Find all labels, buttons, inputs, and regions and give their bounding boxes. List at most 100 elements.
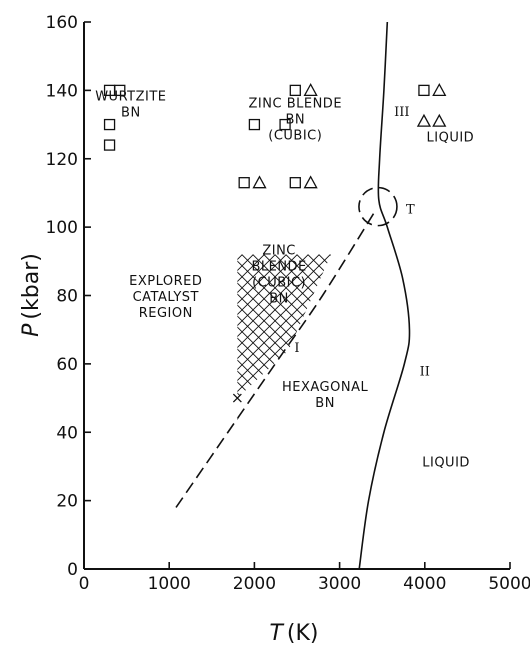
triangle-marker [303, 83, 318, 97]
hatch-line [315, 254, 332, 399]
hatch-line [282, 254, 332, 399]
triangle-marker [416, 113, 432, 127]
curve-label: III [394, 105, 409, 120]
hatch-line [304, 254, 332, 399]
hatch-line [470, 174, 530, 478]
hatch-line [271, 254, 332, 399]
x-tick-label: 5000 [488, 574, 530, 594]
hatch-line [237, 254, 332, 399]
square-marker [238, 177, 250, 189]
hatch-line [237, 254, 332, 399]
region-label-line: CATALYST [133, 290, 199, 305]
hatch-line [326, 254, 332, 399]
hatch-line [426, 174, 530, 478]
solid-boundary-curve [358, 22, 411, 569]
region-label: HEXAGONAL BN [282, 380, 368, 411]
hatch-line [237, 254, 332, 399]
hatch-line [448, 174, 530, 478]
square-marker [289, 84, 301, 97]
triangle-marker [432, 83, 447, 97]
x-axis-label: T (K) [269, 621, 318, 646]
x-marker [232, 393, 242, 403]
hatch-line [237, 254, 332, 399]
hatch-line [315, 254, 332, 399]
dashed-boundary-curve [175, 213, 375, 508]
hatch-line [459, 174, 530, 478]
hatch-line [437, 174, 530, 478]
hatch-line [437, 174, 530, 478]
hatch-line [237, 254, 332, 399]
region-label: EXPLORED CATALYST REGION [129, 274, 202, 321]
data-markers [103, 83, 447, 403]
hatch-line [237, 254, 332, 399]
triangle-marker [303, 175, 318, 189]
hatch-line [237, 254, 332, 399]
y-tick-label: 40 [56, 423, 78, 443]
hatch-line [503, 174, 530, 478]
cubic-hatch-region [237, 174, 530, 478]
hatch-line [415, 174, 530, 478]
y-axis-symbol: P [19, 323, 44, 337]
square-marker [289, 177, 301, 189]
hatch-line [237, 254, 332, 399]
phase-boundaries [175, 22, 411, 569]
region-label: LIQUID [422, 455, 470, 470]
hatch-line [481, 174, 530, 478]
y-tick-label: 140 [46, 81, 78, 101]
triple-point-label: T [406, 203, 415, 218]
hatch-line [271, 254, 332, 399]
hatch-line [415, 174, 530, 478]
hatch-line [393, 174, 530, 478]
region-label: WURTZITE BN [95, 90, 166, 121]
region-label-line: WURTZITE [95, 90, 166, 105]
region-label-line: HEXAGONAL [282, 380, 368, 395]
x-tick-label: 3000 [318, 574, 361, 594]
square-marker [279, 118, 291, 131]
hatch-line [382, 174, 530, 478]
hatch-line [304, 254, 332, 399]
region-label-line: BN [285, 112, 305, 127]
x-tick-label: 0 [79, 574, 90, 594]
region-label-line: REGION [139, 306, 193, 321]
x-axis-symbol: T [269, 621, 284, 646]
hatch-line [371, 174, 530, 478]
hatch-line [237, 254, 332, 399]
hatch-line [237, 254, 332, 399]
hatch-line [237, 254, 332, 399]
region-label-line: ZINC [262, 243, 296, 258]
hatch-line [349, 174, 530, 478]
square-marker [114, 84, 126, 97]
region-label-line: EXPLORED [129, 274, 202, 289]
hatch-line [470, 174, 530, 478]
hatch-line [382, 174, 530, 478]
square-marker [418, 84, 430, 97]
triple-point-circle [358, 186, 398, 227]
x-tick-label: 1000 [148, 574, 191, 594]
x-tick-label: 4000 [403, 574, 446, 594]
y-tick-label: 20 [56, 492, 78, 512]
region-labels: T WURTZITE BN ZINC BLENDE BN (CUBIC) LIQUID ZIN… [95, 90, 475, 471]
hatch-line [237, 254, 332, 399]
curve-label: I [294, 341, 299, 356]
ticks: 0 1000 2000 3000 4000 5000 0 20 40 60 80 100 120 140 1… [46, 13, 530, 594]
hatch-line [525, 174, 530, 478]
region-label: LIQUID [427, 131, 475, 146]
region-label-line: (CUBIC) [268, 128, 322, 143]
hatch-line [492, 174, 530, 478]
x-tick-label: 2000 [233, 574, 276, 594]
y-tick-label: 60 [56, 355, 78, 375]
hatch-line [237, 254, 332, 399]
hatch-line [326, 254, 332, 399]
hatch-line [237, 254, 332, 399]
hatch-line [338, 174, 530, 478]
region-label: ZINC BLENDE (CUBIC) BN [251, 243, 306, 306]
hatch-line [237, 254, 332, 399]
hatch-line [237, 254, 332, 399]
hatch-line [503, 174, 530, 478]
hatch-line [237, 254, 332, 399]
triangle-marker [252, 175, 267, 189]
region-label-line: ZINC BLENDE [249, 96, 343, 111]
hatch-lines [237, 174, 530, 478]
square-marker [103, 118, 116, 131]
hatch-line [525, 174, 530, 478]
